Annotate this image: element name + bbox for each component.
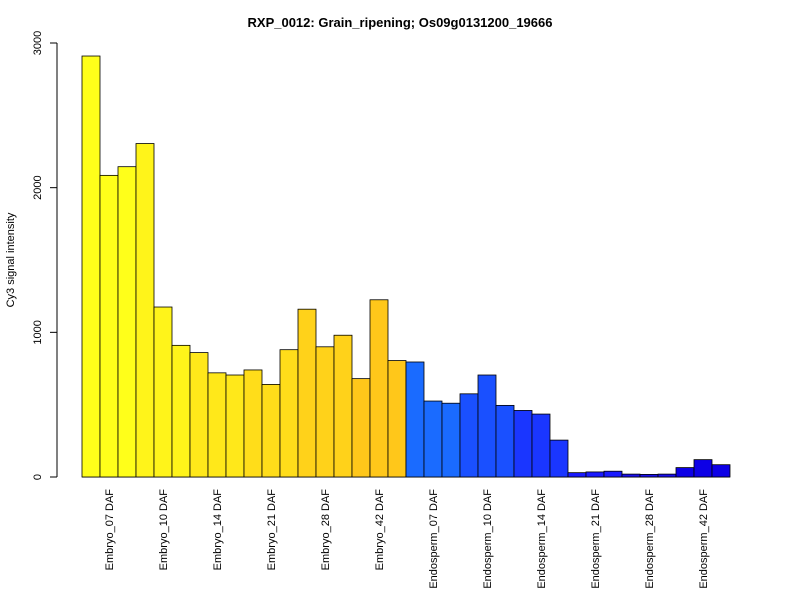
bar xyxy=(243,369,263,478)
y-tick-label: 2000 xyxy=(32,175,44,199)
bar xyxy=(333,334,353,478)
x-category-label: Endosperm_10 DAF xyxy=(482,489,494,589)
x-category-label: Endosperm_42 DAF xyxy=(698,489,710,589)
x-category-label: Embryo_21 DAF xyxy=(266,489,278,571)
bars-group xyxy=(81,55,731,478)
bar xyxy=(369,299,389,478)
bar xyxy=(675,467,695,478)
bar xyxy=(585,471,605,478)
bar xyxy=(297,308,317,478)
x-axis-labels: Embryo_07 DAF Embryo_10 DAF Embryo_14 DAF E… xyxy=(104,489,710,589)
y-axis-label: Cy3 signal intensity xyxy=(5,212,17,307)
x-category-label: Endosperm_14 DAF xyxy=(536,489,548,589)
y-tick-label: 3000 xyxy=(32,31,44,55)
x-category-label: Endosperm_07 DAF xyxy=(428,489,440,589)
bar xyxy=(603,470,623,478)
bar xyxy=(513,410,533,478)
x-category-label: Endosperm_21 DAF xyxy=(590,489,602,589)
x-category-label: Embryo_07 DAF xyxy=(104,489,116,571)
bar xyxy=(495,404,515,478)
bar xyxy=(117,166,137,478)
bar xyxy=(693,459,713,478)
bar xyxy=(711,464,731,478)
y-axis: 0 1000 2000 3000 xyxy=(32,31,58,480)
bar xyxy=(477,374,497,478)
y-tick-label: 0 xyxy=(32,474,44,480)
x-category-label: Endosperm_28 DAF xyxy=(644,489,656,589)
bar xyxy=(459,393,479,478)
bar xyxy=(423,400,443,478)
bar xyxy=(441,402,461,478)
bar xyxy=(81,55,101,478)
bar xyxy=(639,473,659,478)
bar xyxy=(567,472,587,478)
bar xyxy=(189,352,209,478)
bar xyxy=(657,473,677,478)
y-tick-label: 1000 xyxy=(32,320,44,344)
bar xyxy=(99,174,119,478)
x-category-label: Embryo_42 DAF xyxy=(374,489,386,571)
bar xyxy=(351,378,371,478)
bar xyxy=(279,349,299,478)
bar xyxy=(207,372,227,478)
bar xyxy=(135,143,155,478)
x-category-label: Embryo_28 DAF xyxy=(320,489,332,571)
bar xyxy=(387,360,407,478)
bar xyxy=(153,306,173,478)
bar xyxy=(261,384,281,478)
bar xyxy=(531,413,551,478)
x-category-label: Embryo_14 DAF xyxy=(212,489,224,571)
x-category-label: Embryo_10 DAF xyxy=(158,489,170,571)
bar xyxy=(405,361,425,478)
bar xyxy=(171,344,191,478)
bar xyxy=(225,374,245,478)
bar xyxy=(621,473,641,478)
chart-title: RXP_0012: Grain_ripening; Os09g0131200_1… xyxy=(248,15,553,30)
bar xyxy=(549,439,569,478)
bar xyxy=(315,346,335,478)
